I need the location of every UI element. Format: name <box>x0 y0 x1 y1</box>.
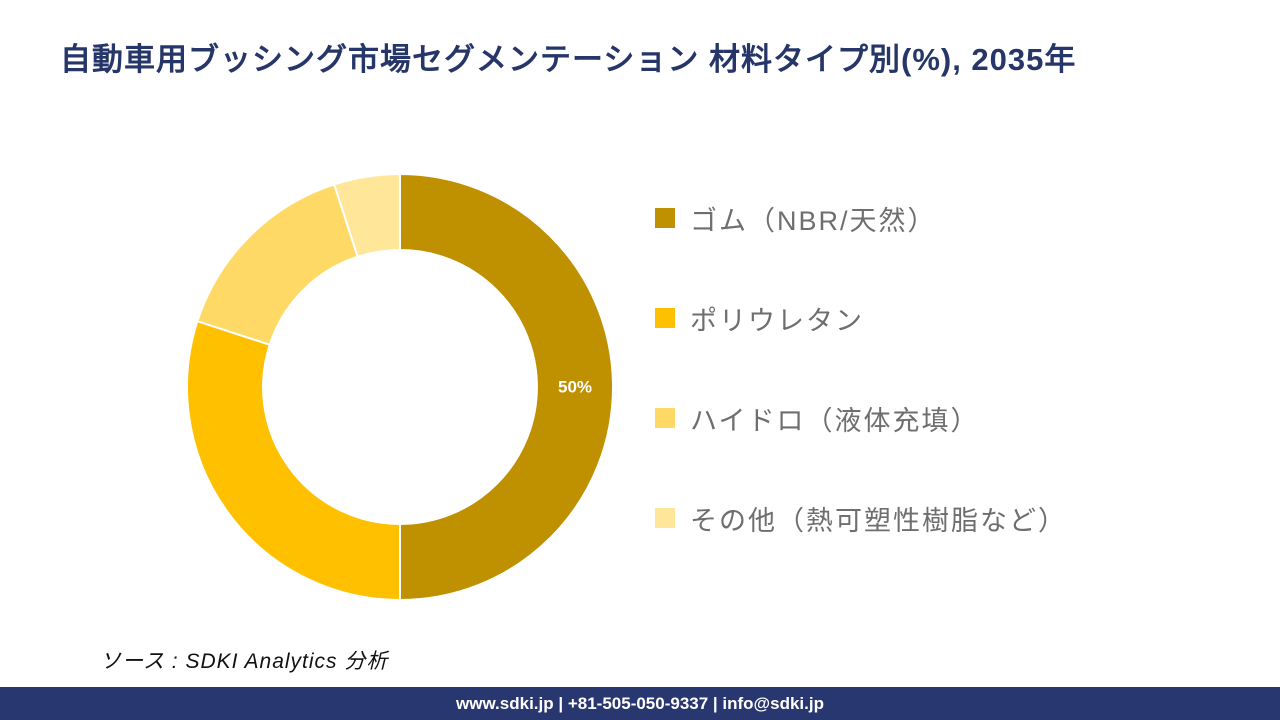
legend-item-rubber: ゴム（NBR/天然） <box>655 196 1067 240</box>
legend-label-hydro: ハイドロ（液体充填） <box>690 405 980 436</box>
legend-marker-rubber <box>655 208 675 228</box>
donut-segment-4 <box>333 173 401 258</box>
legend-marker-polyurethane <box>655 308 675 328</box>
legend-marker-hydro <box>655 408 675 428</box>
donut-data-label: 50% <box>558 378 592 397</box>
legend-item-hydro: ハイドロ（液体充填） <box>655 396 1067 440</box>
chart-legend: ゴム（NBR/天然） ポリウレタン ハイドロ（液体充填） その他（熱可塑性樹脂な… <box>655 196 1067 540</box>
legend-item-polyurethane: ポリウレタン <box>655 296 1067 340</box>
footer-bar: www.sdki.jp | +81-505-050-9337 | info@sd… <box>0 687 1280 720</box>
legend-item-others: その他（熱可塑性樹脂など） <box>655 496 1067 540</box>
donut-chart: 50% <box>170 157 630 617</box>
donut-segment-1 <box>399 173 614 601</box>
footer-contact-text: www.sdki.jp | +81-505-050-9337 | info@sd… <box>456 693 824 713</box>
legend-label-polyurethane: ポリウレタン <box>690 305 864 336</box>
legend-label-rubber: ゴム（NBR/天然） <box>690 205 937 236</box>
legend-marker-others <box>655 508 675 528</box>
legend-label-others: その他（熱可塑性樹脂など） <box>690 505 1067 536</box>
source-note: ソース : SDKI Analytics 分析 <box>100 650 389 673</box>
donut-chart-svg: 50% <box>186 173 614 601</box>
donut-segment-2 <box>186 320 401 601</box>
page-title: 自動車用ブッシング市場セグメンテーション 材料タイプ別(%), 2035年 <box>60 42 1077 77</box>
donut-segment-3 <box>196 183 359 346</box>
